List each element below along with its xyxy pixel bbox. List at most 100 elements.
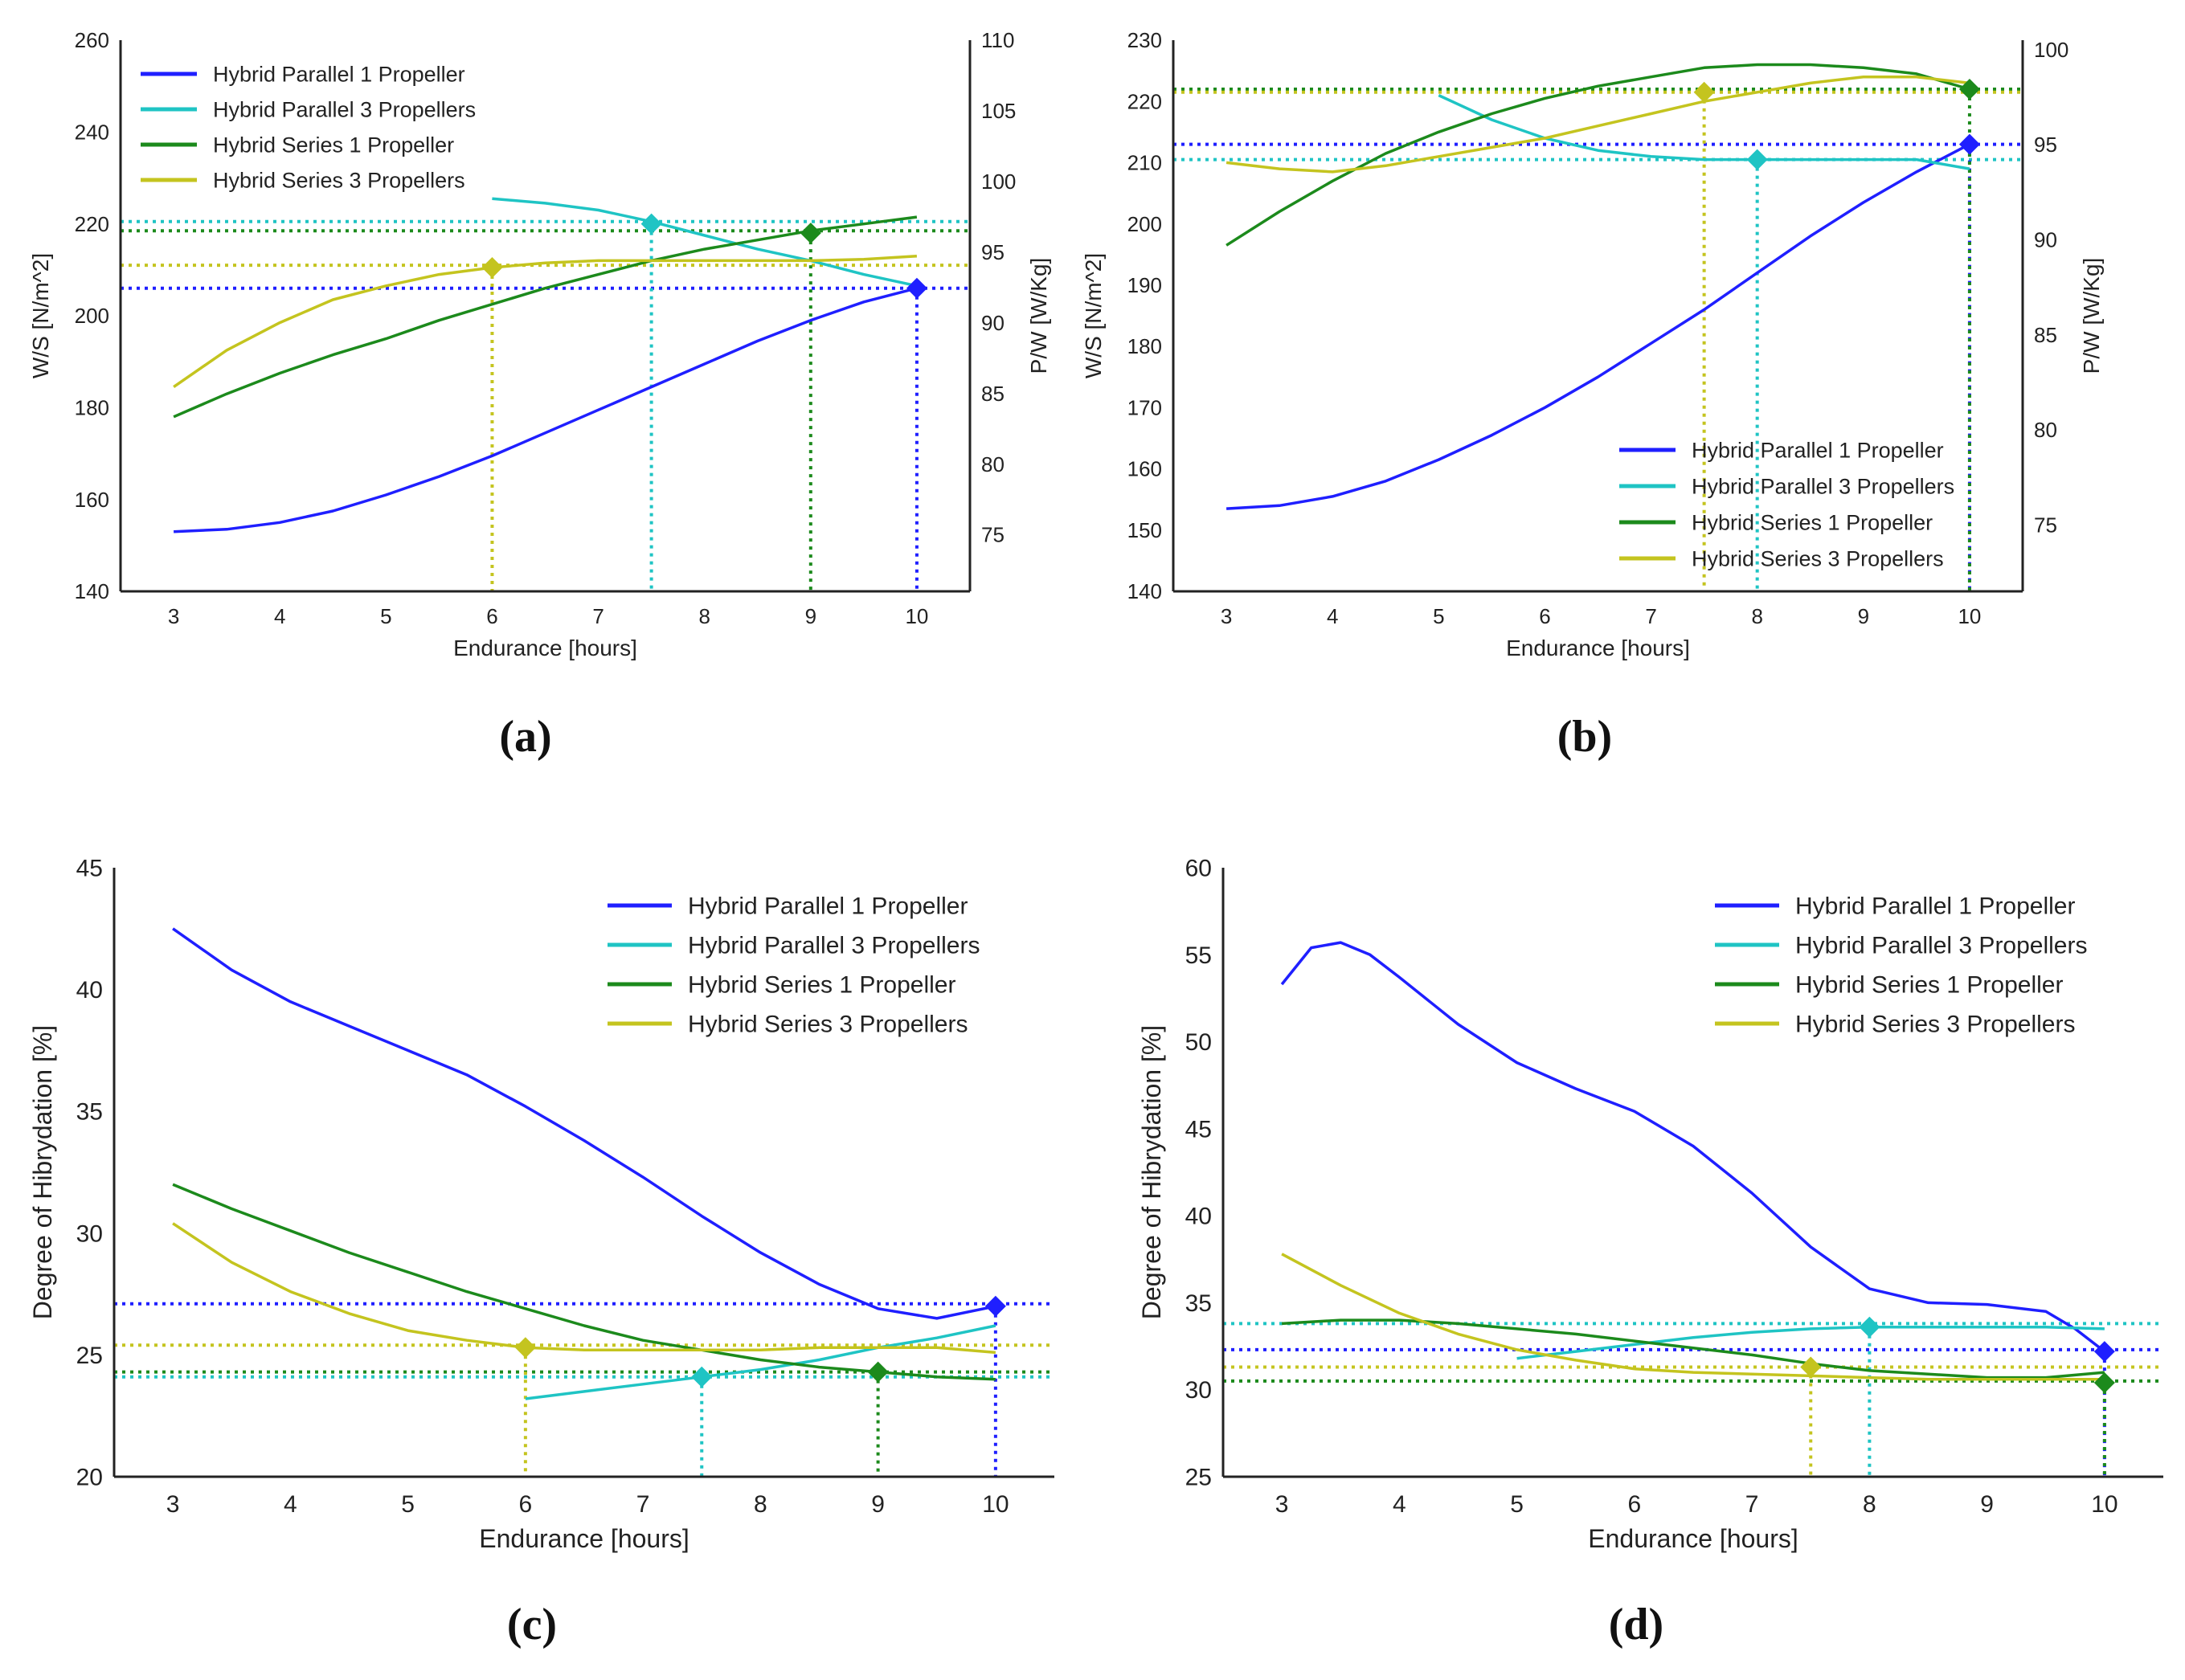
- legend-label: Hybrid Series 3 Propellers: [213, 168, 465, 192]
- data-marker: [1800, 1356, 1822, 1378]
- x-tick-label: 6: [1628, 1491, 1642, 1518]
- data-marker: [800, 223, 821, 244]
- y-tick-label: 35: [1185, 1290, 1212, 1317]
- series-line: [492, 197, 918, 288]
- x-tick-label: 3: [166, 1491, 180, 1518]
- x-tick-label: 4: [1327, 604, 1338, 628]
- legend-label: Hybrid Series 1 Propeller: [1795, 972, 2063, 999]
- y-tick-label: 25: [76, 1343, 103, 1369]
- y-tick-label: 150: [1127, 518, 1162, 542]
- y-tick-label: 170: [1127, 395, 1162, 419]
- x-tick-label: 4: [274, 604, 285, 628]
- data-marker: [1693, 81, 1715, 103]
- data-marker: [2093, 1372, 2115, 1394]
- series-line: [172, 1183, 996, 1381]
- y-tick-label: 160: [1127, 457, 1162, 481]
- x-tick-label: 6: [1539, 604, 1550, 628]
- x-tick-label: 5: [1510, 1491, 1524, 1518]
- series-line: [1225, 63, 1970, 247]
- y2-tick-label: 80: [2034, 418, 2057, 442]
- data-marker: [906, 277, 927, 299]
- legend-label: Hybrid Parallel 3 Propellers: [1795, 933, 2088, 959]
- y-tick-label: 220: [75, 212, 109, 236]
- y2-axis-label: P/W [W/Kg]: [2079, 258, 2104, 374]
- series-line: [174, 287, 918, 533]
- y-tick-label: 190: [1127, 273, 1162, 297]
- x-tick-label: 7: [592, 604, 604, 628]
- series-line: [1438, 94, 1970, 170]
- x-tick-label: 3: [168, 604, 179, 628]
- y-tick-label: 50: [1185, 1029, 1212, 1056]
- panel-label: (d): [1609, 1600, 1663, 1649]
- x-tick-label: 8: [1863, 1491, 1876, 1518]
- series-line: [1280, 941, 2105, 1353]
- legend-label: Hybrid Parallel 1 Propeller: [1692, 438, 1944, 462]
- panel-0: 3 4 5 6 7 8 9 10 140 160 180 200 220 240 260 75 80 85 90 95…: [28, 28, 1051, 762]
- x-tick-label: 5: [401, 1491, 415, 1518]
- x-tick-label: 3: [1275, 1491, 1289, 1518]
- y2-tick-label: 100: [981, 170, 1016, 194]
- y-tick-label: 20: [76, 1465, 103, 1491]
- x-tick-label: 4: [284, 1491, 297, 1518]
- legend-label: Hybrid Series 3 Propellers: [688, 1012, 968, 1038]
- y-tick-label: 180: [1127, 334, 1162, 358]
- y-tick-label: 180: [75, 395, 109, 419]
- x-tick-label: 9: [871, 1491, 885, 1518]
- y-tick-label: 60: [1185, 856, 1212, 882]
- legend-label: Hybrid Series 3 Propellers: [1795, 1012, 2075, 1038]
- series-line: [525, 1324, 996, 1400]
- panel-1: 3 4 5 6 7 8 9 10 140 150 160 170 180 190 200 210 220 230 7…: [1081, 28, 2104, 762]
- x-tick-label: 3: [1221, 604, 1232, 628]
- series-line: [172, 1222, 996, 1355]
- series-line: [173, 215, 918, 419]
- series-line: [173, 254, 918, 389]
- y-tick-label: 55: [1185, 942, 1212, 969]
- x-tick-label: 8: [698, 604, 710, 628]
- y2-tick-label: 75: [981, 523, 1005, 547]
- y-axis-label: Degree of Hibrydation [%]: [1137, 1025, 1166, 1319]
- y2-tick-label: 90: [2034, 227, 2057, 251]
- x-tick-label: 7: [1645, 604, 1656, 628]
- data-marker: [514, 1337, 536, 1359]
- y-tick-label: 30: [1185, 1377, 1212, 1404]
- x-tick-label: 10: [1958, 604, 1981, 628]
- y2-tick-label: 85: [2034, 323, 2057, 347]
- data-marker: [2093, 1341, 2115, 1363]
- y-tick-label: 35: [76, 1099, 103, 1126]
- panel-label: (c): [507, 1600, 557, 1649]
- x-axis-label: Endurance [hours]: [479, 1524, 689, 1553]
- y2-tick-label: 110: [981, 28, 1014, 52]
- x-tick-label: 10: [2091, 1491, 2117, 1518]
- legend-label: Hybrid Series 1 Propeller: [213, 133, 454, 157]
- series-line: [1225, 143, 1970, 510]
- y2-tick-label: 75: [2034, 513, 2057, 537]
- y-tick-label: 200: [1127, 212, 1162, 236]
- series-line: [1281, 1253, 2105, 1381]
- legend-label: Hybrid Series 3 Propellers: [1692, 546, 1944, 570]
- y-tick-label: 210: [1127, 151, 1162, 175]
- x-tick-label: 7: [1745, 1491, 1759, 1518]
- x-tick-label: 8: [1751, 604, 1762, 628]
- y-tick-label: 140: [1127, 579, 1162, 603]
- y-tick-label: 45: [76, 856, 103, 882]
- legend-label: Hybrid Parallel 3 Propellers: [213, 97, 476, 121]
- data-marker: [640, 213, 662, 235]
- y-tick-label: 200: [75, 304, 109, 328]
- data-marker: [867, 1361, 889, 1383]
- series-line: [1516, 1325, 2105, 1360]
- y2-tick-label: 105: [981, 99, 1016, 123]
- x-tick-label: 9: [805, 604, 816, 628]
- data-marker: [1746, 149, 1768, 170]
- y2-tick-label: 80: [981, 452, 1005, 476]
- y-tick-label: 260: [75, 28, 109, 52]
- panel-label: (a): [499, 712, 551, 762]
- y-tick-label: 220: [1127, 89, 1162, 113]
- y-axis-label: W/S [N/m^2]: [28, 253, 53, 378]
- x-tick-label: 9: [1980, 1491, 1994, 1518]
- legend-label: Hybrid Series 1 Propeller: [688, 972, 955, 999]
- y-tick-label: 240: [75, 120, 109, 144]
- y-tick-label: 40: [1185, 1204, 1212, 1230]
- x-tick-label: 9: [1858, 604, 1869, 628]
